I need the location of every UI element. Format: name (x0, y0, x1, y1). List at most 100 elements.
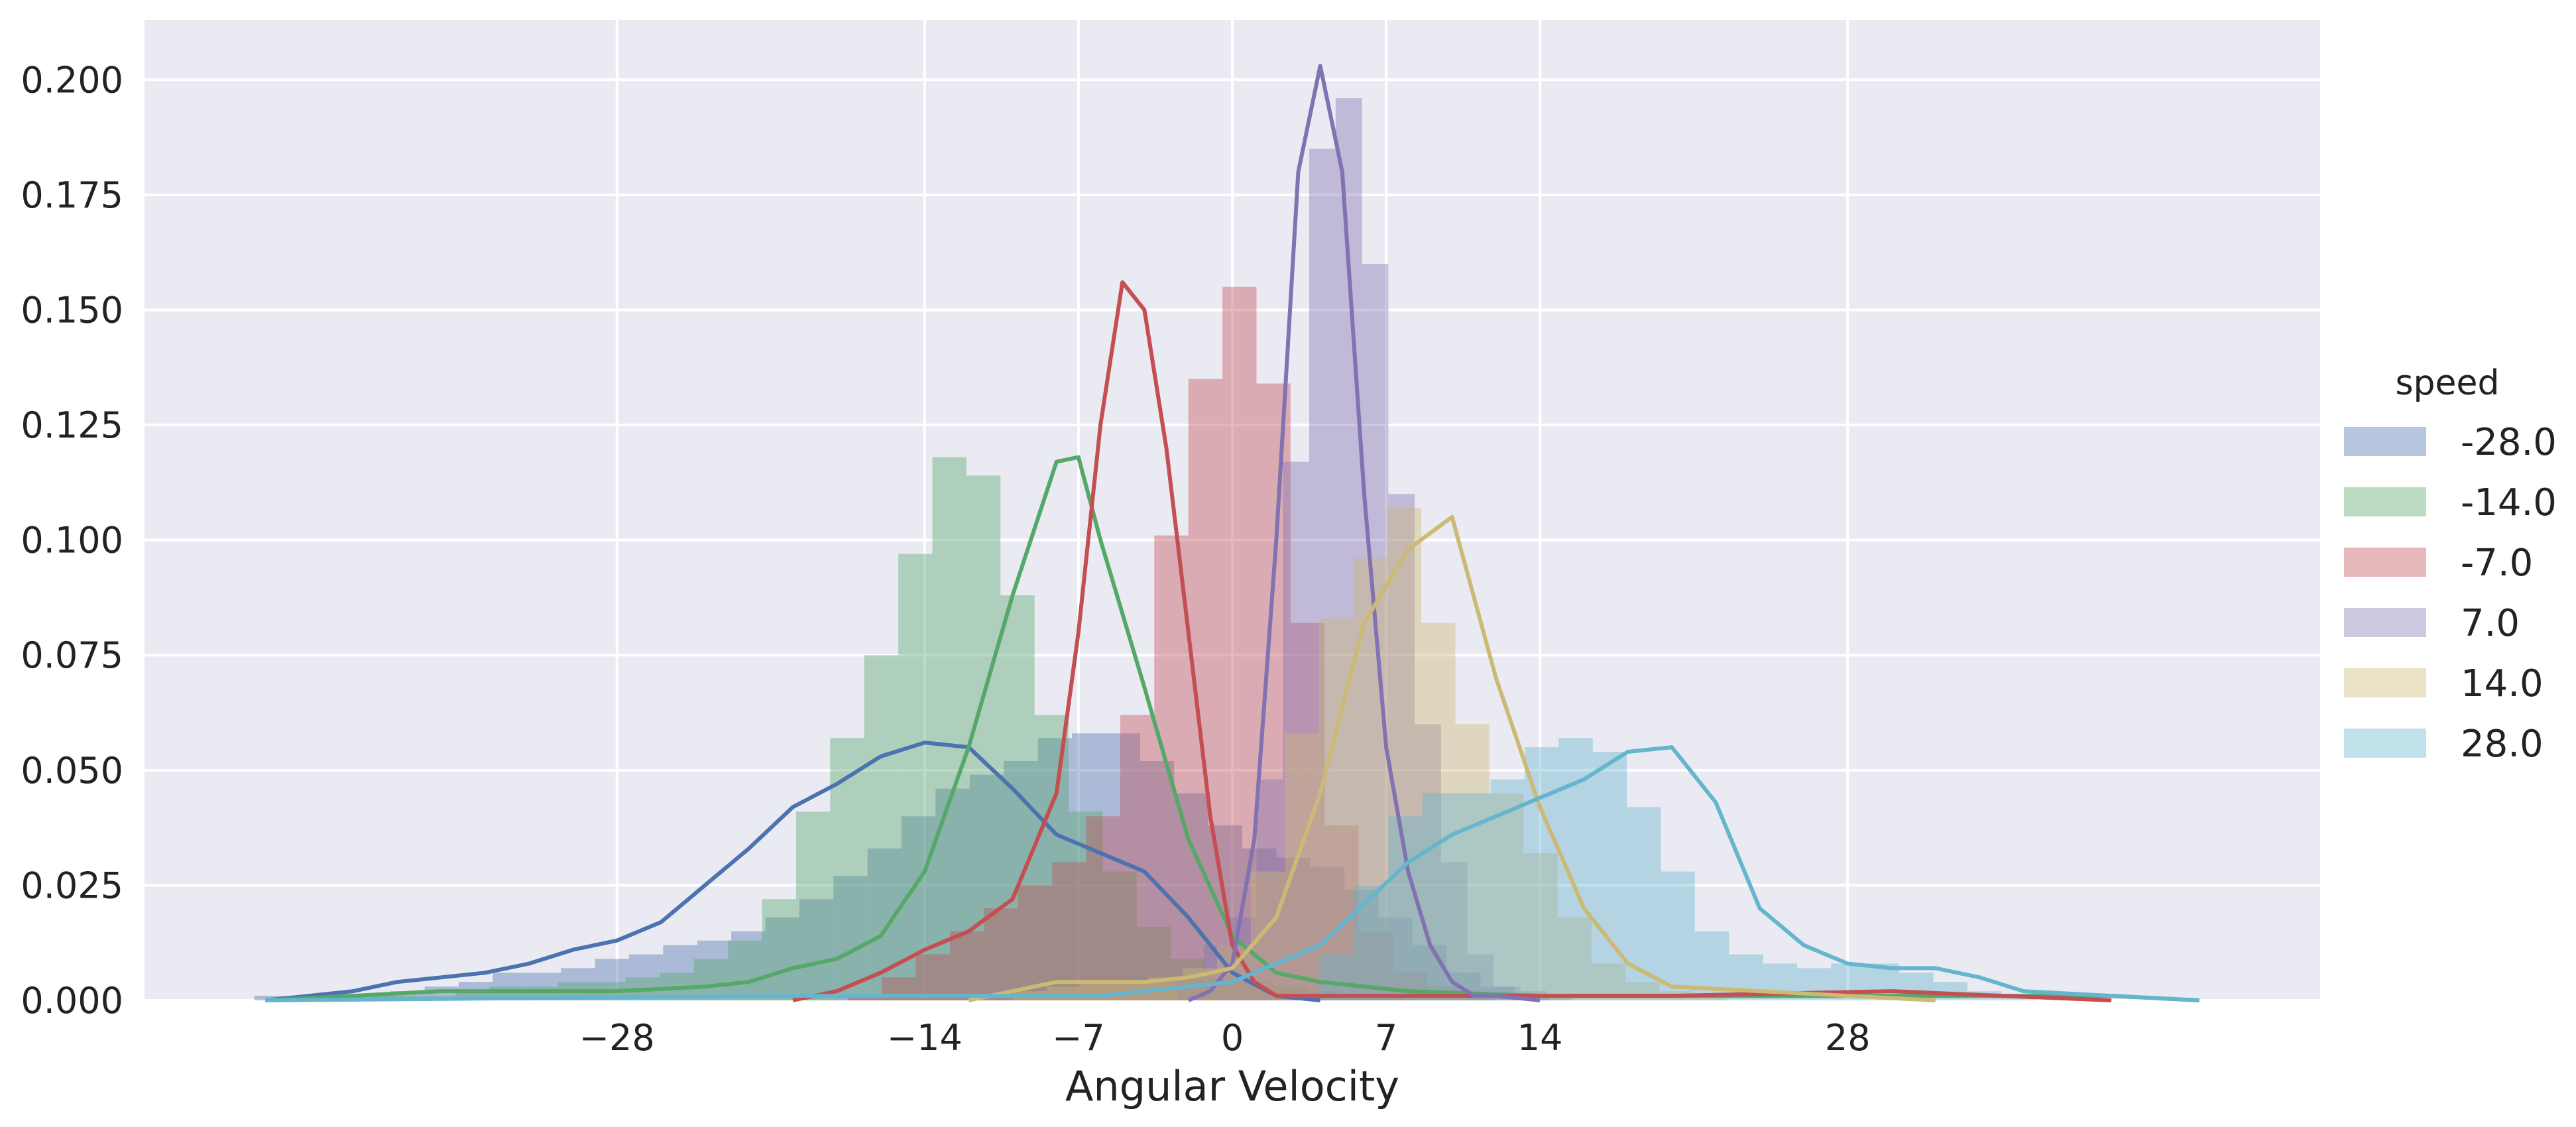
kde-line-5 (265, 745, 2199, 1002)
hist-bar (1440, 862, 1468, 1000)
hist-bar (1140, 760, 1175, 1000)
kde-line-3 (1187, 64, 1541, 1002)
legend-label: 14.0 (2461, 662, 2544, 705)
hist-bar (1353, 558, 1387, 1000)
hist-bar (526, 973, 561, 1000)
hist-bar (595, 959, 629, 1000)
y-tick-label: 0.025 (21, 864, 123, 906)
y-tick-label: 0.075 (21, 634, 123, 676)
legend-title: speed (2395, 363, 2499, 403)
y-tick-label: 0.000 (21, 980, 123, 1022)
hist-bar (830, 738, 864, 1000)
hist-bar (493, 973, 527, 1000)
hist-bar (1251, 871, 1285, 1000)
hist-bar (693, 959, 729, 1000)
hist-bar (1557, 918, 1592, 1000)
hist-bar (1309, 148, 1336, 1001)
legend-label: 28.0 (2461, 723, 2544, 766)
y-tick-label: 0.050 (21, 750, 123, 792)
hist-series-3 (1177, 98, 1573, 1001)
hist-bar (1460, 996, 1495, 1000)
histogram-bars (254, 98, 2036, 1001)
hist-bar (1378, 918, 1413, 1000)
legend-swatch (2344, 427, 2426, 456)
x-tick-label: 28 (1825, 1017, 1871, 1059)
hist-bar (932, 457, 966, 1000)
x-tick-label: 0 (1221, 1017, 1244, 1059)
hist-bar (1290, 623, 1325, 1000)
hist-bar (1154, 535, 1189, 1000)
y-tick-labels: 0.000 0.025 0.050 0.075 0.100 0.125 0.150 0.175… (21, 59, 123, 1022)
kde-line-4 (968, 514, 1936, 1002)
hist-bar (984, 908, 1018, 1000)
hist-bar (1285, 733, 1319, 1000)
hist-bar (1523, 853, 1558, 1000)
hist-bar (561, 968, 595, 1000)
x-tick-label: −28 (579, 1017, 655, 1059)
x-tick-label: 7 (1375, 1017, 1397, 1059)
hist-bar (1341, 996, 1376, 1000)
kde-line-0 (264, 741, 1320, 1002)
hist-bar (915, 954, 951, 1000)
y-tick-label: 0.125 (21, 404, 123, 446)
kde-line-2 (792, 280, 2112, 1002)
x-tick-label: −14 (887, 1017, 963, 1059)
hist-bar (1102, 871, 1137, 1000)
legend-swatch (2344, 729, 2426, 758)
x-tick-label: 14 (1517, 1017, 1563, 1059)
hist-bar (1052, 862, 1086, 1000)
legend-swatch (2344, 608, 2426, 637)
x-tick-label: −7 (1052, 1017, 1105, 1059)
hist-bar (1046, 986, 1081, 1000)
legend-label: 7.0 (2461, 602, 2520, 645)
hist-bar (663, 945, 697, 1000)
hist-bar (1592, 752, 1627, 1000)
hist-bar (697, 940, 732, 1000)
hist-bar (1547, 996, 1573, 1000)
kde-curves (264, 64, 2199, 1002)
x-axis-label: Angular Velocity (1065, 1062, 1399, 1110)
y-tick-label: 0.200 (21, 59, 123, 101)
hist-bar (1034, 715, 1069, 1000)
hist-bar (1222, 286, 1257, 1000)
hist-bar (1694, 996, 1728, 1000)
y-tick-label: 0.175 (21, 174, 123, 216)
legend-label: -14.0 (2461, 481, 2557, 524)
hist-bar (1086, 816, 1120, 1000)
legend-label: -28.0 (2461, 421, 2557, 464)
hist-bar (1283, 461, 1310, 1000)
hist-series-2 (847, 286, 1495, 1000)
legend-label: -7.0 (2461, 542, 2533, 585)
hist-bar (1174, 793, 1208, 1000)
hist-bar (1375, 996, 1409, 1000)
hist-bar (731, 931, 766, 1000)
hist-bar (1018, 885, 1053, 1000)
hist-bar (1387, 508, 1422, 1000)
y-tick-label: 0.100 (21, 520, 123, 562)
hist-bar (1120, 715, 1155, 1000)
hist-bar (1524, 747, 1559, 1000)
hist-series-4 (1012, 508, 1728, 1000)
hist-bar (1422, 793, 1457, 1000)
hist-bar (728, 940, 762, 1000)
legend-swatch (2344, 487, 2426, 516)
y-tick-label: 0.150 (21, 289, 123, 331)
hist-bar (1354, 885, 1389, 1000)
hist-bar (762, 899, 796, 1000)
hist-bar (628, 954, 664, 1000)
hist-bar (795, 811, 831, 1000)
hist-bar (1489, 793, 1524, 1000)
hist-bar (1310, 866, 1345, 1000)
hist-bar (1037, 738, 1072, 1000)
hist-bar (969, 774, 1004, 1000)
gridlines (145, 20, 2320, 1002)
hist-bar (799, 899, 834, 1000)
hist-bar (1661, 871, 1695, 1000)
hist-bar (1000, 595, 1035, 1000)
hist-bar (898, 554, 933, 1000)
legend-swatch (2344, 668, 2426, 697)
hist-bar (864, 655, 899, 1000)
hist-bar (1455, 724, 1490, 1000)
legend: speed -28.0 -14.0 -7.0 7.0 14.0 28.0 (2344, 363, 2557, 766)
